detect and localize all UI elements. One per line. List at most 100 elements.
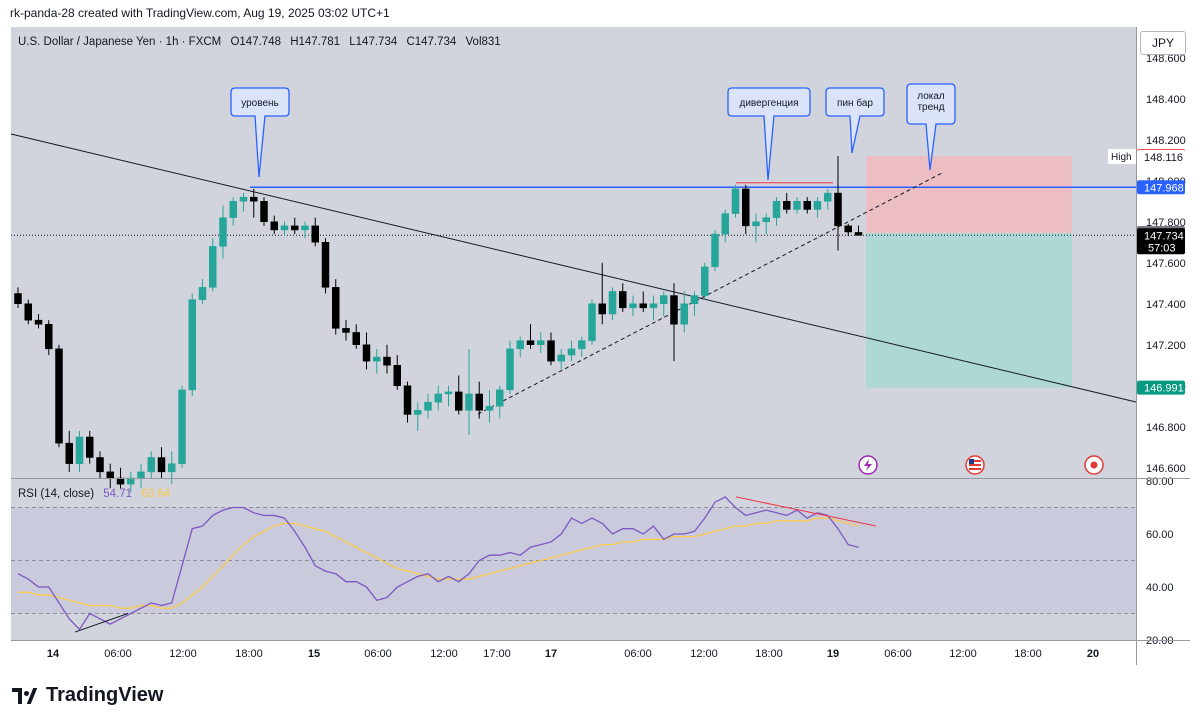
candle — [393, 355, 401, 390]
candle-body — [434, 393, 442, 403]
local-trendline[interactable] — [477, 172, 943, 415]
lightning-icon[interactable] — [858, 455, 878, 475]
candle-body — [506, 348, 514, 391]
candle-body — [834, 192, 842, 227]
candle — [547, 332, 555, 366]
candle — [711, 229, 719, 271]
candle-body — [34, 319, 43, 325]
rsi-legend-label: RSI (14, close) — [18, 488, 94, 500]
candle-body — [690, 295, 699, 304]
candle-body — [383, 356, 391, 366]
rsi-axis-label: 60.00 — [1146, 529, 1174, 541]
candle — [834, 156, 842, 251]
candle — [639, 291, 647, 312]
record-icon[interactable] — [1084, 455, 1104, 475]
candle — [198, 279, 207, 304]
candle-body — [680, 303, 688, 325]
candle-body — [332, 287, 340, 329]
descending-trendline[interactable] — [10, 133, 1137, 403]
time-axis-label: 18:00 — [1014, 648, 1042, 660]
candle-body — [629, 303, 637, 309]
candle-body — [270, 221, 278, 231]
candle-body — [537, 340, 545, 345]
rsi-low-line[interactable] — [74, 613, 129, 633]
time-axis-label: 12:00 — [949, 648, 977, 660]
last-price-tag-bg — [1137, 228, 1185, 255]
candle — [45, 320, 53, 355]
candle — [844, 223, 852, 237]
price-axis-label: 147.600 — [1146, 258, 1186, 270]
high-price-tag-bg — [1137, 149, 1185, 164]
candle — [567, 340, 576, 362]
target-price-tag-bg — [1137, 380, 1185, 395]
candle-body — [567, 348, 576, 356]
tradingview-logo[interactable]: TradingView — [12, 684, 163, 707]
candle-body — [660, 295, 668, 304]
candle — [219, 205, 227, 259]
candle-body — [86, 436, 94, 458]
callout-2[interactable]: дивергенция — [727, 87, 811, 181]
candle-body — [209, 246, 217, 288]
price-axis-label: 146.800 — [1146, 422, 1186, 434]
candle-body — [219, 217, 227, 247]
candle — [526, 324, 535, 349]
time-axis-label: 18:00 — [755, 648, 783, 660]
stop-loss-zone[interactable] — [866, 156, 1072, 234]
candle — [465, 348, 473, 435]
candle-body — [824, 192, 832, 202]
trend-lines[interactable] — [10, 133, 1137, 415]
candle-body — [157, 457, 166, 473]
candle-body — [485, 406, 494, 411]
level-price-tag[interactable]: 147.968 — [1137, 180, 1185, 195]
candle-body — [444, 391, 453, 395]
rsi-divergence-line[interactable] — [735, 496, 877, 527]
callout-3[interactable]: пин бар — [825, 87, 885, 154]
callout-shape — [825, 87, 885, 154]
candle — [301, 221, 309, 239]
rsi-ma-line — [18, 517, 859, 609]
candle — [291, 217, 299, 235]
axes-group: 148.600148.400148.200148.000147.800147.6… — [47, 53, 1186, 660]
candle-body — [342, 328, 350, 333]
target-price-tag-text: 146.991 — [1144, 383, 1184, 395]
price-axis-label: 147.400 — [1146, 299, 1186, 311]
candle-body — [701, 266, 709, 296]
candle-body — [178, 389, 186, 464]
target-price-tag[interactable]: 146.991 — [1137, 380, 1185, 395]
candle-body — [168, 463, 176, 473]
candle-body — [24, 303, 32, 321]
currency-button[interactable]: JPY — [1140, 31, 1186, 55]
candle-body — [496, 389, 504, 407]
legend-volume: Vol831 — [466, 36, 501, 48]
candle — [178, 385, 186, 468]
rsi-legend: RSI (14, close) 54.71 63.64 — [18, 488, 171, 500]
candle — [588, 299, 596, 345]
time-axis-label: 12:00 — [430, 648, 458, 660]
us-flag-icon[interactable] — [965, 455, 985, 475]
rsi-axis-label: 80.00 — [1146, 476, 1174, 488]
callout-1[interactable]: уровень — [230, 87, 290, 178]
candle-body — [14, 293, 22, 304]
high-price-tag[interactable]: 148.116 — [1137, 149, 1185, 164]
candle-body — [711, 233, 719, 268]
callout-shape — [230, 87, 290, 178]
position-zones[interactable] — [866, 156, 1072, 388]
candle-body — [578, 340, 586, 350]
candle — [209, 238, 217, 292]
candle — [383, 344, 391, 374]
candle — [803, 197, 811, 214]
candle-body — [96, 457, 104, 473]
legend-high: H147.781 — [290, 36, 340, 48]
candle — [24, 299, 32, 325]
candle-body — [106, 471, 114, 479]
candle — [34, 314, 43, 329]
candle-body — [639, 303, 647, 309]
candle-body — [137, 471, 145, 479]
candle — [311, 217, 319, 247]
take-profit-zone[interactable] — [866, 233, 1072, 388]
candle-body — [393, 365, 401, 386]
